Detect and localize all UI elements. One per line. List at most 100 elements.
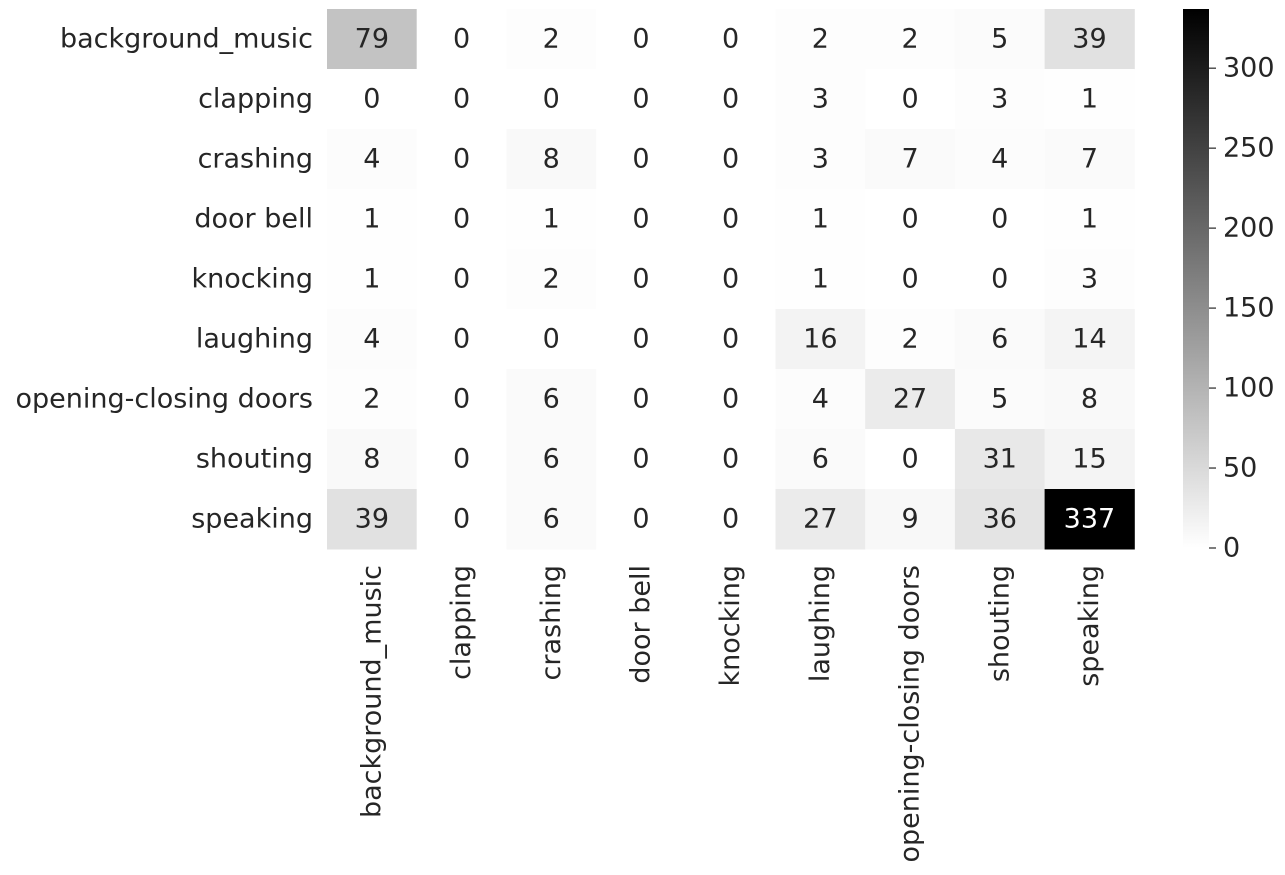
heatmap-cell	[685, 9, 776, 70]
heatmap-cell	[506, 489, 597, 550]
heatmap-cell	[416, 9, 507, 70]
x-tick-label: knocking	[715, 565, 746, 687]
heatmap-cell	[775, 249, 866, 310]
cell-value-label: 2	[901, 24, 918, 55]
cell-value-label: 0	[453, 84, 470, 115]
heatmap-cell	[954, 369, 1046, 430]
cell-value-label: 9	[901, 504, 918, 535]
heatmap-cell	[596, 489, 687, 550]
y-tick-label: background_music	[60, 24, 313, 55]
heatmap-cell	[685, 309, 776, 370]
cell-value-label: 3	[1081, 264, 1098, 295]
heatmap-cell	[327, 369, 418, 430]
cell-value-label: 0	[543, 84, 560, 115]
heatmap-cell	[416, 369, 507, 430]
cell-value-label: 27	[803, 504, 837, 535]
cell-value-label: 0	[363, 84, 380, 115]
heatmap-cell	[954, 429, 1046, 490]
heatmap-cell	[596, 9, 687, 70]
heatmap-cell	[865, 129, 956, 190]
heatmap-cell	[775, 129, 866, 190]
heatmap-cell	[685, 429, 776, 490]
cell-value-label: 0	[991, 204, 1008, 235]
cell-value-label: 0	[453, 444, 470, 475]
cell-value-label: 4	[991, 144, 1008, 175]
heatmap-cell	[865, 9, 956, 70]
heatmap-cell	[775, 429, 866, 490]
cell-value-label: 3	[812, 84, 829, 115]
heatmap-cell	[685, 489, 776, 550]
heatmap-cell	[506, 9, 597, 70]
colorbar-ticks: 0 50 100 150 200 250 300	[1209, 53, 1275, 564]
heatmap-cell	[596, 189, 687, 250]
heatmap-cell	[1044, 9, 1135, 70]
cell-value-label: 8	[363, 444, 380, 475]
cell-value-label: 6	[543, 504, 560, 535]
heatmap-cell	[1044, 309, 1135, 370]
cell-value-label: 1	[812, 264, 829, 295]
heatmap-cell	[865, 489, 956, 550]
heatmap-cell	[685, 129, 776, 190]
cell-value-label: 31	[983, 444, 1017, 475]
cell-value-label: 3	[991, 84, 1008, 115]
heatmap-cell	[775, 189, 866, 250]
cell-value-label: 337	[1064, 504, 1116, 535]
cell-value-label: 0	[632, 84, 649, 115]
heatmap-cell	[416, 429, 507, 490]
heatmap-cell	[685, 249, 776, 310]
heatmap-cell	[865, 369, 956, 430]
cell-value-label: 0	[722, 444, 739, 475]
x-tick-label: crashing	[536, 565, 567, 680]
cell-value-label: 0	[722, 264, 739, 295]
heatmap-cell	[327, 69, 418, 130]
heatmap-cell	[596, 429, 687, 490]
cell-value-label: 4	[363, 144, 380, 175]
heatmap-cell	[954, 489, 1046, 550]
cell-value-label: 4	[363, 324, 380, 355]
heatmap-cells: 79 0 2 0 0 2 2 5 390 0 0 0 0 3 0 3 14 0 8 0 0 3 7 4 71 0 1 0 0 1 0 0 11 0…	[327, 9, 1135, 550]
y-tick-label: clapping	[198, 84, 313, 115]
heatmap-cell	[775, 309, 866, 370]
heatmap-cell	[596, 249, 687, 310]
y-tick-label: opening-closing doors	[16, 384, 314, 415]
heatmap-cell	[327, 489, 418, 550]
cell-value-label: 5	[991, 24, 1008, 55]
heatmap-cell	[416, 309, 507, 370]
heatmap-cell	[1044, 189, 1135, 250]
cell-value-label: 3	[812, 144, 829, 175]
heatmap-cell	[865, 309, 956, 370]
cell-value-label: 15	[1072, 444, 1106, 475]
cell-value-label: 1	[1081, 84, 1098, 115]
cell-value-label: 79	[355, 24, 389, 55]
heatmap-cell	[416, 189, 507, 250]
cell-value-label: 0	[632, 504, 649, 535]
colorbar-tick-label: 250	[1223, 133, 1275, 164]
heatmap-cell	[506, 69, 597, 130]
heatmap-cell	[775, 9, 866, 70]
heatmap-cell	[596, 369, 687, 430]
cell-value-label: 1	[812, 204, 829, 235]
y-tick-label: speaking	[191, 504, 313, 535]
heatmap-cell	[327, 129, 418, 190]
cell-value-label: 36	[983, 504, 1017, 535]
heatmap-cell	[327, 309, 418, 370]
colorbar: 0 50 100 150 200 250 300	[1183, 9, 1275, 564]
x-axis-tick-labels: background_music clapping crashing door bel…	[356, 565, 1105, 863]
x-tick-label: speaking	[1074, 565, 1105, 687]
heatmap-cell	[416, 129, 507, 190]
cell-value-label: 1	[363, 204, 380, 235]
cell-value-label: 2	[543, 264, 560, 295]
heatmap-cell	[1044, 489, 1135, 550]
cell-value-label: 0	[632, 264, 649, 295]
cell-value-label: 0	[453, 324, 470, 355]
cell-value-label: 1	[1081, 204, 1098, 235]
heatmap-cell	[327, 429, 418, 490]
heatmap-cell	[685, 189, 776, 250]
heatmap-cell	[506, 129, 597, 190]
heatmap-cell	[1044, 69, 1135, 130]
heatmap-cell	[954, 69, 1046, 130]
cell-value-label: 0	[901, 444, 918, 475]
cell-value-label: 39	[1072, 24, 1106, 55]
x-tick-label: background_music	[356, 565, 387, 818]
heatmap-cell	[506, 189, 597, 250]
